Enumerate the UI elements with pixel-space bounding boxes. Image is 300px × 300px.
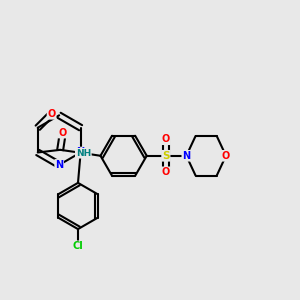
Text: O: O [47,109,56,119]
Text: O: O [162,167,170,177]
Text: S: S [162,151,169,161]
Text: N: N [76,148,85,158]
Text: O: O [59,128,67,138]
Text: O: O [162,134,170,144]
Text: Cl: Cl [73,241,83,251]
Text: N: N [182,151,190,161]
Text: N: N [55,160,63,170]
Text: O: O [222,151,230,161]
Text: NH: NH [76,148,91,158]
